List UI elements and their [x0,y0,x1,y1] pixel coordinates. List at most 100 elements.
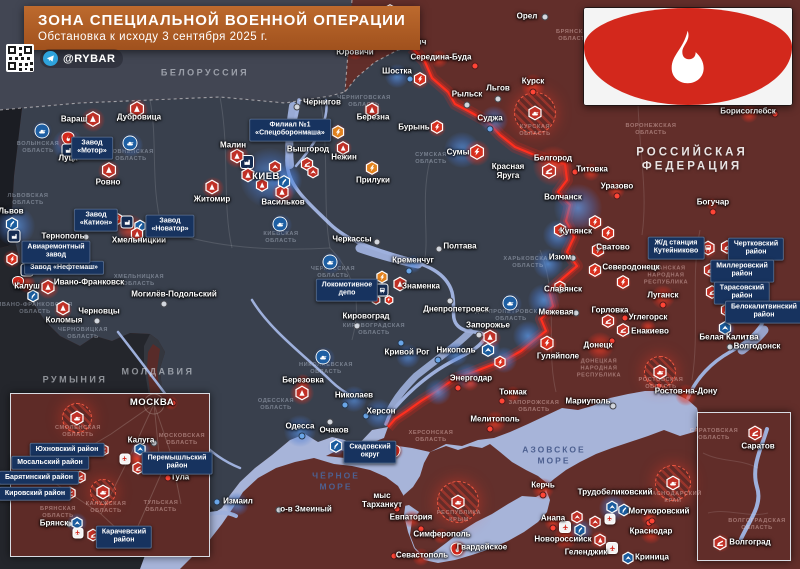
city-label: Волчанск [544,192,582,202]
city-label: Суджа [477,113,503,123]
city-label: Очаков [319,425,349,435]
russian-control-hatch-zone [437,481,479,523]
region-label: ДОНЕЦКАЯ НАРОДНАЯ РЕСПУБЛИКА [576,358,622,379]
city-dot [393,505,401,513]
tank-icon [74,416,81,421]
drone-icon [574,514,580,519]
city-label: Бурынь [398,122,430,132]
lightning-icon [10,256,14,262]
bomb-icon [234,152,240,159]
city-label: Уразово [600,181,634,191]
kovyor-marker [606,542,618,554]
city-label: Березна [356,112,390,122]
artillery-icon [605,318,611,324]
city-label: Токмак [499,387,527,397]
drone-icon [310,169,316,174]
city-label: Мелитополь [470,414,520,424]
telegram-credit: @RYBAR [40,49,124,68]
city-label: Симферополь [413,529,471,539]
artillery-icon [304,161,310,167]
drone-icon [484,347,492,352]
pvo-blue-marker [27,289,39,303]
bomb-icon [340,145,346,151]
city-dot [326,418,334,426]
city-label: Тула [170,472,190,482]
factory-icon [11,233,17,239]
inset-volga-river [702,427,769,541]
city-dot [541,13,549,21]
city-dot [164,474,172,482]
region-label: БРЯНСКАЯ ОБЛАСТЬ [40,506,76,519]
city-label: Льгов [486,83,510,93]
city-label: Северодонецк [602,262,660,272]
city-label: Кривой Рог [384,347,430,357]
city-label: Сумы [446,147,470,157]
region-label: ХАРЬКОВСКАЯ ОБЛАСТЬ [503,256,553,269]
artillery-icon [716,540,724,546]
city-dot [293,103,301,111]
city-label: Шостка [382,66,412,76]
object-label-pill: Завод «Новатор» [145,214,195,238]
object-label-pill: Кировский район [0,486,72,502]
legend-item: пожар [584,8,792,105]
tank-icon [327,260,334,265]
control-blue-marker [322,254,338,270]
plane-icon [609,545,615,551]
tank-icon [455,500,462,505]
city-label: Борисоглебск [720,106,776,116]
city-dot [529,88,537,96]
missile-icon [30,293,35,299]
object-label-pill: Миллеровский район [710,259,774,283]
bomb-icon [299,389,305,396]
city-label: Прилуки [356,175,390,185]
city-label: Черкассы [332,234,372,244]
city-label: Запорожье [466,320,510,330]
city-dot [659,301,667,309]
city-label: Углегорск [628,312,668,322]
city-label: Знаменка [402,281,440,291]
city-dot [390,552,398,560]
control-red-marker [666,475,680,491]
transnistria-area [147,344,173,438]
object-label-pill: Карачевский район [95,525,153,549]
city-dot [93,317,101,325]
city-dot [275,506,283,514]
region-label: ОДЕССКАЯ ОБЛАСТЬ [257,398,295,411]
city-label: Трудобеликовский [577,487,653,497]
city-dot [572,309,580,317]
city-dot [298,432,306,440]
city-label: Малин [219,140,247,150]
city-label: Одесса [285,421,315,431]
kovyor-marker [604,513,616,525]
city-label: МОСКВА [129,396,175,408]
tank-icon [100,490,107,495]
city-label: Черновцы [78,306,120,316]
credit-handle: @RYBAR [63,52,116,65]
city-dot [463,101,471,109]
object-label-pill: Мосальский район [11,455,89,471]
legend-column-right: территориальный контроль украинских силп… [584,8,792,105]
city-label: Нежин [331,152,357,162]
country-label: РОССИЙСКАЯ ФЕДЕРАЦИЯ [636,146,748,173]
factory-marker [120,215,134,229]
city-label: Керчь [531,480,555,490]
lightning-icon [474,148,480,156]
city-label: Краснодар [629,526,673,536]
object-label-pill: Белокалитвинский район [725,300,800,324]
drone-red-marker [307,165,319,179]
city-label: Титовка [576,164,608,174]
city-label: Могукоровский [628,506,690,516]
missile-icon [281,178,287,185]
map-title: ЗОНА СПЕЦИАЛЬНОЙ ВОЕННОЙ ОПЕРАЦИИ [38,12,406,29]
control-blue-marker [502,295,518,311]
city-label: Орел [516,11,538,21]
region-label: КУРСКАЯ ОБЛАСТЬ [519,124,551,137]
region-label: КАЛУЖСКАЯ ОБЛАСТЬ [85,501,127,514]
city-label: Геленджик [564,547,608,557]
city-label: Вышгород [286,144,330,154]
region-label: СМОЛЕНСКАЯ ОБЛАСТЬ [54,425,102,438]
region-label: ВОЛГОГРАДСКАЯ ОБЛАСТЬ [728,518,786,531]
plane-icon [607,516,613,522]
city-label: Луганск [647,290,679,300]
